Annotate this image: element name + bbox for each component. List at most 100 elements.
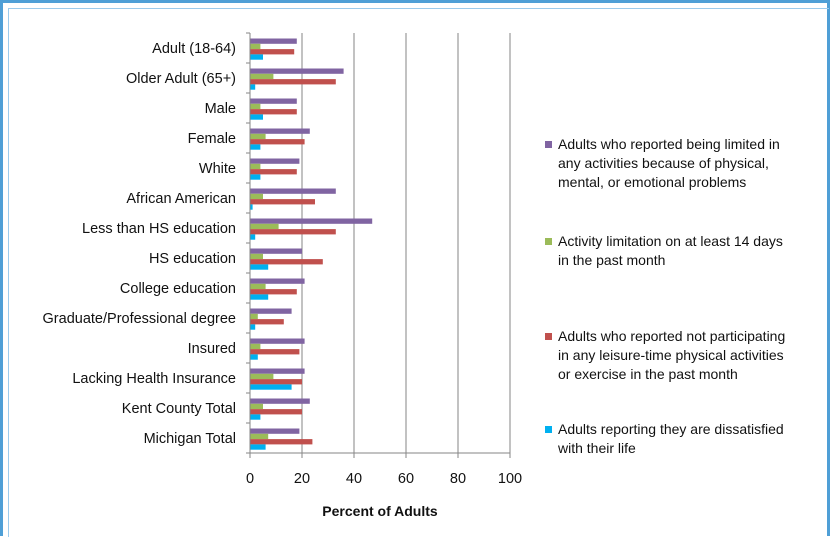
bar [250,158,300,164]
bar [250,439,313,445]
bar [250,54,263,60]
bar [250,428,300,434]
bar [250,38,297,44]
bar [250,433,269,440]
bar [250,313,258,320]
bar [250,163,261,170]
legend-label: Adults who reported not participating [558,328,785,344]
category-label: Less than HS education [82,221,236,237]
gridlines [301,33,511,453]
legend-item: Adults who reported not participating in … [545,328,785,382]
bar [250,343,261,350]
legend-swatch [545,238,552,245]
bar [250,289,297,295]
bar [250,338,305,344]
x-tick-labels: 0 20 40 60 80 100 [246,471,522,487]
bar [250,193,263,200]
category-label: African American [126,191,236,207]
legend: Adults who reported being limited in any … [545,136,785,456]
bar [250,444,266,450]
bar [250,199,315,205]
bar [250,49,295,55]
bar [250,103,261,110]
bar [250,43,261,50]
bar [250,84,256,90]
bar [250,278,305,284]
bar [250,308,292,314]
x-tick-label: 40 [346,471,362,487]
x-tick-label: 0 [246,471,254,487]
bar [250,144,261,150]
legend-label: with their life [557,440,636,456]
bar [250,283,266,290]
legend-swatch [545,333,552,340]
category-label: Male [205,101,236,117]
category-label: College education [120,281,236,297]
bar [250,384,292,390]
legend-item: Adults who reported being limited in any … [545,136,780,190]
category-label: Female [188,131,236,147]
category-labels: Adult (18-64) Older Adult (65+) Male Female… [43,41,236,447]
legend-swatch [545,141,552,148]
legend-label: Adults reporting they are dissatisfied [558,421,784,437]
legend-swatch [545,426,552,433]
legend-item: Activity limitation on at least 14 days i… [545,233,783,268]
bar [250,403,263,410]
category-label: Graduate/Professional degree [43,311,236,327]
category-label: Insured [188,341,236,357]
legend-label: or exercise in the past month [558,366,738,382]
legend-label: any activities because of physical, [558,155,769,171]
legend-label: in any leisure-time physical activities [558,347,784,363]
bar [250,398,310,404]
bar [250,368,305,374]
chart-inner-border [8,8,829,537]
category-label: Older Adult (65+) [126,71,236,87]
category-label: Lacking Health Insurance [72,371,236,387]
bar [250,109,297,115]
x-axis-title: Percent of Adults [322,503,438,519]
bar [250,414,261,420]
x-tick-label: 20 [294,471,310,487]
legend-item: Adults reporting they are dissatisfied wi… [545,421,784,456]
bars [250,38,373,450]
axes [246,32,511,458]
bar [250,223,279,230]
bar [250,79,336,85]
bar [250,218,373,224]
legend-label: mental, or emotional problems [558,174,746,190]
bar [250,354,258,360]
bar [250,379,302,385]
category-label: HS education [149,251,236,267]
category-label: Kent County Total [122,401,236,417]
bar [250,169,297,175]
category-label: White [199,161,236,177]
bar [250,128,310,134]
bar [250,349,300,355]
bar [250,264,269,270]
bar [250,188,336,194]
bar [250,114,263,120]
category-label: Michigan Total [144,431,236,447]
legend-label: Adults who reported being limited in [558,136,780,152]
bar [250,248,302,254]
bar [250,319,284,325]
bar [250,68,344,74]
category-label: Adult (18-64) [152,41,236,57]
bar [250,294,269,300]
bar [250,324,256,330]
bar [250,259,323,265]
bar [250,139,305,145]
legend-label: in the past month [558,252,665,268]
bar [250,204,253,210]
legend-label: Activity limitation on at least 14 days [558,233,783,249]
bar [250,133,266,140]
x-tick-label: 80 [450,471,466,487]
bar [250,73,274,80]
bar [250,98,297,104]
x-tick-label: 100 [498,471,522,487]
bar [250,409,302,415]
bar [250,174,261,180]
bar [250,373,274,380]
